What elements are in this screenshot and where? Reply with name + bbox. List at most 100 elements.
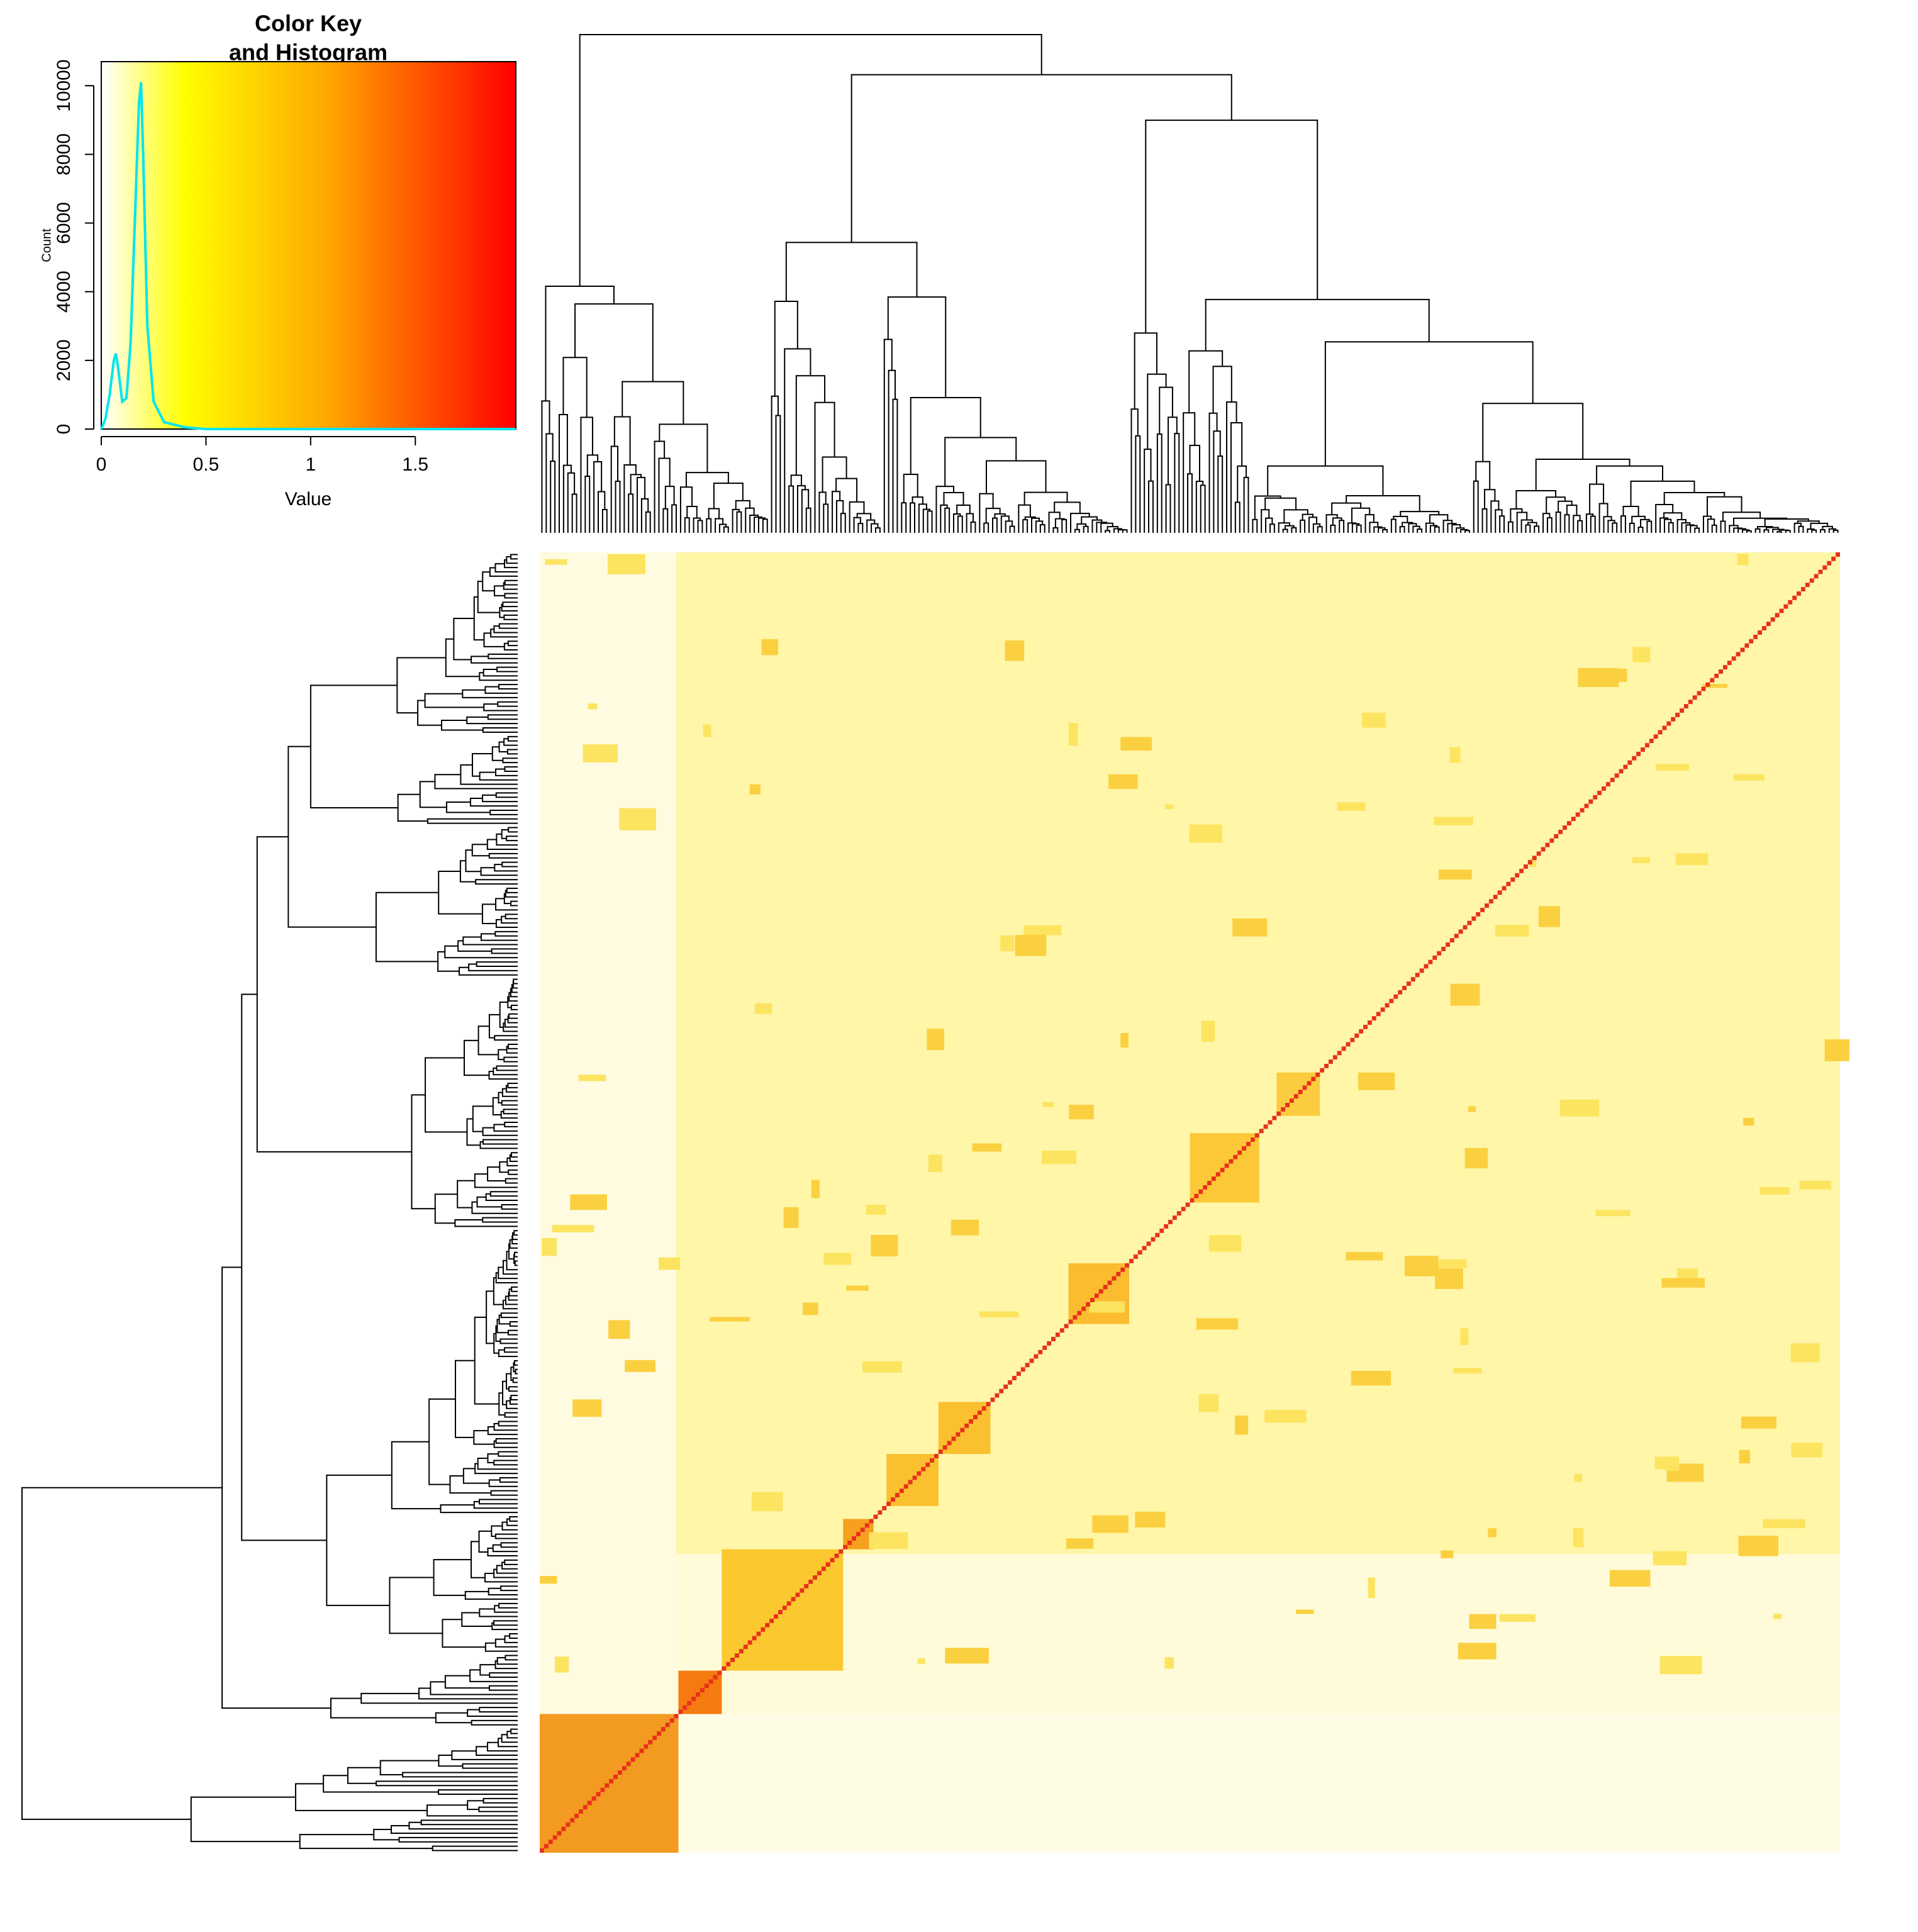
heat-diag [921, 1466, 926, 1471]
dendro-link [493, 1568, 518, 1578]
dendro-link [1590, 515, 1596, 533]
dendro-link [510, 900, 518, 907]
heat-speck [1743, 1117, 1754, 1126]
color-key [101, 62, 516, 429]
dendro-link [488, 852, 518, 859]
heat-diag [1098, 1289, 1103, 1294]
heat-diag [1827, 561, 1832, 566]
dendro-link [1291, 527, 1297, 533]
heat-diag [1766, 622, 1771, 627]
dendro-link [417, 700, 442, 726]
heat-diag [973, 1415, 978, 1419]
dendro-link [494, 930, 518, 937]
dendro-link [500, 1312, 518, 1319]
dendro-link [487, 1741, 518, 1752]
dendro-link [474, 1463, 518, 1475]
heat-diag [1229, 1159, 1234, 1164]
dendro-link [1261, 509, 1270, 533]
dendro-link [1819, 529, 1826, 533]
dendro-link [1195, 481, 1204, 533]
heat-speck [945, 1648, 989, 1664]
heat-speck [578, 1075, 606, 1081]
dendro-link [487, 714, 518, 720]
heat-diag [1224, 1163, 1229, 1168]
dendro-link [435, 1712, 472, 1724]
heat-diag [839, 1549, 844, 1554]
heat-diag [1090, 1298, 1095, 1302]
heat-diag [1272, 1115, 1277, 1120]
dendro-link [1798, 525, 1804, 533]
dendro-link [713, 483, 744, 509]
heat-diag [1532, 856, 1537, 861]
dendro-link [1429, 525, 1438, 533]
dendro-link [490, 1490, 518, 1496]
heat-diag [674, 1714, 679, 1719]
heat-diag [756, 1631, 761, 1636]
dendro-link [432, 1845, 518, 1851]
heat-diag [683, 1705, 688, 1710]
heat-diag [1211, 1176, 1216, 1181]
heat-speck [1232, 918, 1268, 937]
dendro-link [1351, 507, 1371, 523]
dendro-link [1130, 408, 1139, 533]
heat-speck [658, 1257, 681, 1270]
heat-diag [1566, 821, 1571, 826]
heat-speck [1296, 1609, 1314, 1614]
heat-diag [1034, 1354, 1039, 1359]
heat-diag [1485, 903, 1489, 908]
dendro-link [1729, 525, 1739, 533]
dendro-link [473, 1500, 518, 1509]
heat-speck [1595, 1210, 1631, 1217]
dendro-link [482, 1217, 518, 1223]
dendro-link [1000, 515, 1010, 533]
dendro-link [584, 476, 591, 533]
dendro-link [856, 513, 872, 520]
dendro-link [504, 1412, 518, 1418]
dendro-link [490, 628, 518, 638]
dendro-link [994, 513, 1006, 518]
dendro-link [1168, 416, 1178, 485]
dendro-link [1237, 465, 1247, 503]
heat-diag [1446, 942, 1450, 947]
heat-speck [1609, 1570, 1651, 1587]
heat-diag [903, 1484, 908, 1489]
dendro-link [488, 653, 518, 659]
heat-diag [1610, 778, 1615, 783]
heat-diag [852, 1536, 856, 1541]
heat-diag [1632, 756, 1637, 761]
heat-diag [1658, 730, 1663, 735]
dendro-link [493, 1620, 518, 1626]
dendro-link [466, 716, 518, 725]
heat-speck [1453, 1368, 1482, 1374]
dendro-link [771, 395, 779, 533]
heat-speck [1449, 747, 1461, 763]
dendro-link [489, 809, 518, 815]
dendro-link [503, 642, 518, 651]
dendro-link [1507, 521, 1514, 533]
heat-diag [1719, 669, 1723, 674]
dendro-link [449, 1475, 491, 1494]
dendro-link [494, 768, 518, 776]
heat-diag [1315, 1072, 1320, 1077]
heat-speck [1351, 1371, 1391, 1386]
dendro-link [788, 485, 795, 533]
dendro-link [1797, 520, 1820, 523]
dendro-link [1765, 527, 1779, 530]
heat-diag [804, 1583, 809, 1589]
dendro-link [506, 556, 518, 564]
dendro-link [1208, 412, 1218, 533]
heat-diag [735, 1653, 739, 1658]
dendro-link [397, 793, 428, 822]
heat-diag [652, 1735, 657, 1740]
dendro-link [514, 1260, 518, 1266]
dendro-link [487, 1453, 499, 1463]
dendro-link [501, 1521, 518, 1531]
dendro-link [494, 1605, 518, 1613]
heat-diag [1519, 868, 1524, 873]
heat-diag [644, 1744, 649, 1749]
dendro-link [732, 508, 740, 533]
dendro-link [1156, 433, 1163, 533]
dendro-link [433, 1559, 471, 1596]
heat-diag [817, 1571, 822, 1576]
heat-diag [1727, 661, 1732, 666]
